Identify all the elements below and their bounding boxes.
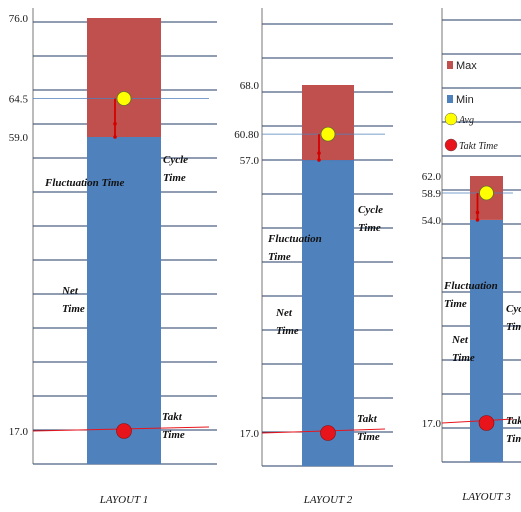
- y-tick-label: 76.0: [9, 13, 29, 25]
- cycle-time-label: Time: [163, 172, 186, 184]
- fluctuation-dot: [317, 158, 321, 162]
- legend: Max Min Avg Takt Time: [444, 60, 498, 152]
- takt-time-label: Time: [506, 433, 521, 445]
- net-time-label: Net: [61, 285, 79, 297]
- net-time-label: Time: [276, 325, 299, 337]
- legend-label: Max: [456, 60, 477, 72]
- x-axis-label: LAYOUT 1: [99, 494, 148, 506]
- y-tick-label: 64.5: [9, 94, 29, 106]
- fluctuation-time-label: Time: [444, 298, 467, 310]
- fluctuation-dot: [317, 151, 321, 155]
- fluctuation-time-label: Fluctuation: [267, 233, 322, 245]
- cycle-time-label: Cycle: [163, 154, 188, 166]
- x-axis-label: LAYOUT 3: [461, 491, 511, 503]
- y-tick-label: 60.80: [234, 129, 259, 141]
- avg-marker: [479, 185, 494, 201]
- avg-marker: [320, 126, 336, 142]
- takt-reference-line: [441, 418, 514, 424]
- net-time-label: Time: [62, 303, 85, 315]
- layout-panel: 68.0 60.80 57.0 17.0 Fluctuation Time Cycle Tim…: [234, 8, 393, 506]
- x-axis-label: LAYOUT 2: [303, 494, 353, 506]
- takt-marker: [478, 415, 495, 431]
- legend-marker-takt-time: [444, 138, 458, 152]
- fluctuation-time-label: Time: [268, 251, 291, 263]
- cycle-time-label: Time: [506, 321, 521, 333]
- max-bar-segment: [87, 18, 161, 137]
- takt-marker: [116, 423, 132, 439]
- min-bar-segment: [302, 160, 354, 466]
- y-tick-label: 68.0: [240, 80, 260, 92]
- y-tick-label: 17.0: [9, 426, 29, 438]
- takt-marker: [320, 425, 336, 441]
- takt-time-label: Takt: [357, 413, 378, 425]
- legend-label: Takt Time: [459, 141, 498, 152]
- fluctuation-dot: [113, 121, 117, 126]
- net-time-label: Net: [275, 307, 293, 319]
- legend-marker-avg: [444, 112, 458, 126]
- layout-panel: 62.0 58.9 54.0 17.0 Fluctuation Time Cycle Time…: [422, 8, 521, 503]
- takt-time-label: Time: [357, 431, 380, 443]
- avg-marker: [116, 91, 132, 106]
- y-tick-label: 17.0: [422, 418, 442, 430]
- fluctuation-dot: [475, 210, 480, 215]
- y-tick-label: 54.0: [422, 215, 442, 227]
- y-tick-label: 57.0: [240, 155, 260, 167]
- cycle-time-label: Cycle: [506, 303, 521, 315]
- legend-swatch-max: [447, 61, 453, 69]
- legend-label: Avg: [458, 115, 474, 126]
- y-tick-label: 17.0: [240, 428, 260, 440]
- fluctuation-time-label: Fluctuation: [443, 280, 498, 292]
- y-tick-label: 59.0: [9, 132, 29, 144]
- takt-time-label: Takt: [162, 411, 183, 423]
- takt-time-label: Time: [162, 429, 185, 441]
- legend-label: Min: [456, 94, 474, 106]
- legend-swatch-min: [447, 95, 453, 103]
- y-tick-label: 62.0: [422, 171, 442, 183]
- y-tick-label: 58.9: [422, 188, 442, 200]
- layout-panel: 76.0 64.5 59.0 17.0 Fluctuation Time Cycle Tim…: [9, 8, 217, 506]
- takt-time-label: Takt: [506, 415, 521, 427]
- fluctuation-dot: [475, 218, 480, 222]
- cycle-time-label: Time: [358, 222, 381, 234]
- net-time-label: Net: [451, 334, 469, 346]
- cycle-time-label: Cycle: [358, 204, 383, 216]
- net-time-label: Time: [452, 352, 475, 364]
- max-bar-segment: [302, 85, 354, 161]
- fluctuation-time-label: Fluctuation Time: [44, 177, 124, 189]
- min-bar-segment: [87, 137, 161, 464]
- fluctuation-dot: [113, 135, 117, 139]
